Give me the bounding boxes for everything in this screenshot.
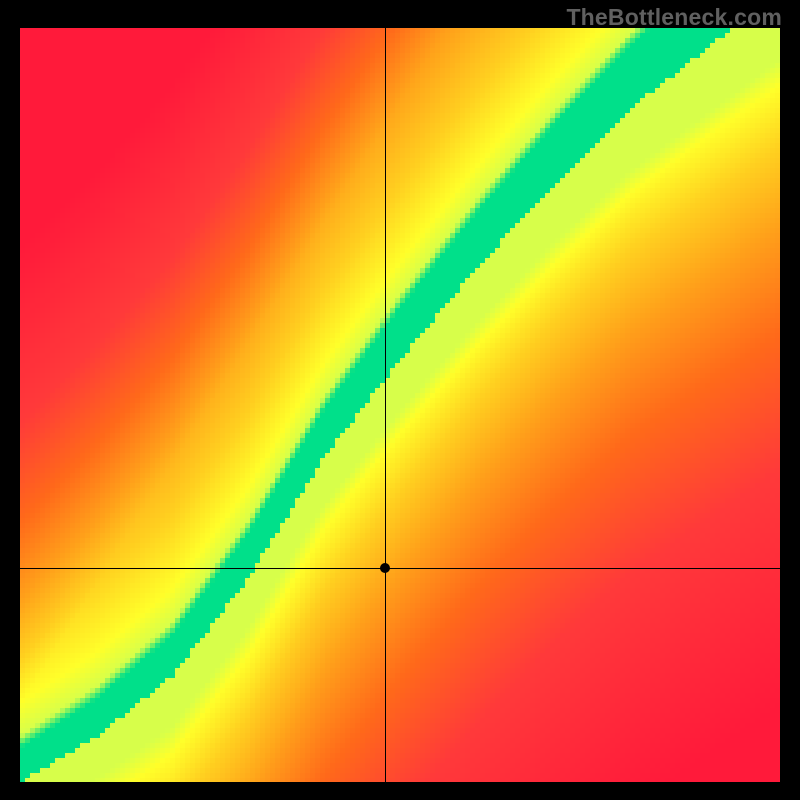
chart-container: TheBottleneck.com [0, 0, 800, 800]
watermark-label: TheBottleneck.com [566, 4, 782, 31]
crosshair-vertical [385, 28, 386, 782]
heatmap-plot [20, 28, 780, 782]
data-point-marker [380, 563, 390, 573]
heatmap-canvas [20, 28, 780, 782]
crosshair-horizontal [20, 568, 780, 569]
